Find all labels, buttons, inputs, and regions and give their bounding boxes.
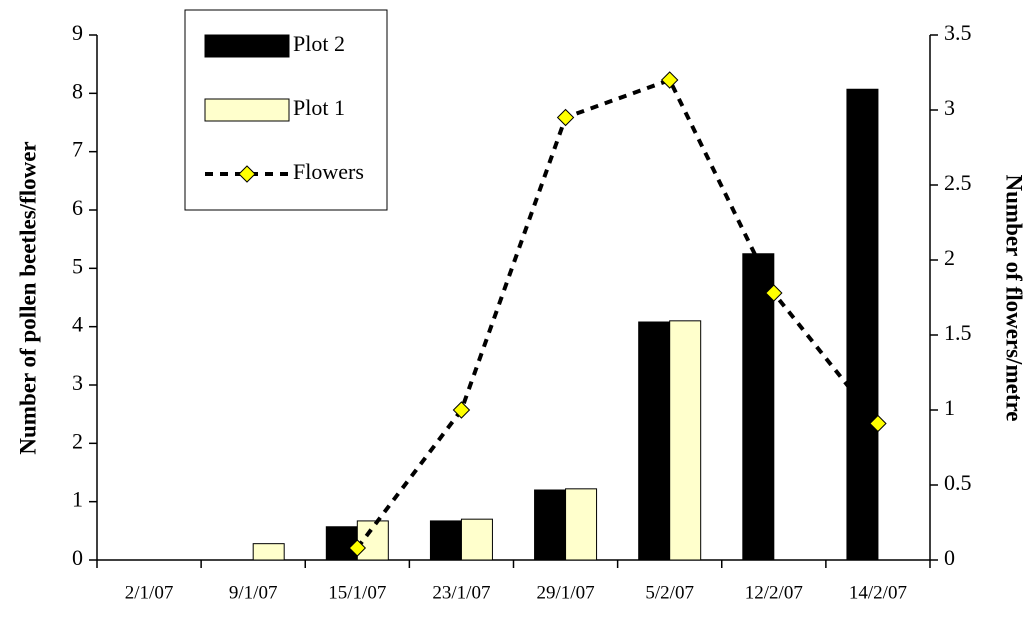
y-axis-title: Number of pollen beetles/flower <box>15 141 40 454</box>
legend-label: Flowers <box>293 159 364 184</box>
y-tick-label: 5 <box>72 253 83 278</box>
legend-swatch <box>204 34 290 58</box>
y-tick-label: 2 <box>72 428 83 453</box>
y-tick-label: 1 <box>72 487 83 512</box>
x-tick-label: 9/1/07 <box>229 582 278 603</box>
y2-tick-label: 0 <box>944 545 955 570</box>
x-tick-label: 2/1/07 <box>125 582 174 603</box>
x-tick-label: 12/2/07 <box>745 582 803 603</box>
bar <box>252 543 285 561</box>
line <box>355 77 880 550</box>
y-tick-label: 6 <box>72 195 83 220</box>
y2-tick-label: 2 <box>944 245 955 270</box>
bar <box>565 488 598 561</box>
y2-tick-label: 3.5 <box>944 20 972 45</box>
y2-axis-title: Number of flowers/metre <box>1002 175 1027 422</box>
marker <box>660 71 679 89</box>
y-tick-label: 7 <box>72 137 83 162</box>
legend-marker <box>238 165 256 183</box>
bar <box>325 526 358 561</box>
x-tick-label: 14/2/07 <box>849 582 907 603</box>
y2-tick-label: 2.5 <box>944 170 972 195</box>
marker <box>556 108 575 127</box>
legend-label: Plot 1 <box>293 95 345 120</box>
y-tick-label: 8 <box>72 78 83 103</box>
marker <box>452 401 471 419</box>
y-tick-label: 4 <box>72 312 83 337</box>
x-tick-label: 5/2/07 <box>645 582 694 603</box>
bar <box>460 518 493 561</box>
x-tick-label: 23/1/07 <box>432 582 490 603</box>
legend-swatch <box>204 98 290 122</box>
x-tick-label: 29/1/07 <box>537 582 595 603</box>
bar <box>669 320 702 561</box>
x-tick-label: 15/1/07 <box>328 582 386 603</box>
y2-tick-label: 0.5 <box>944 470 972 495</box>
bar <box>356 520 389 561</box>
y-tick-label: 9 <box>72 20 83 45</box>
y2-tick-label: 3 <box>944 95 955 120</box>
legend-label: Plot 2 <box>293 31 345 56</box>
marker <box>765 284 783 302</box>
y2-tick-label: 1 <box>944 395 955 420</box>
y-tick-label: 0 <box>72 545 83 570</box>
y-tick-label: 3 <box>72 370 83 395</box>
marker <box>348 539 367 557</box>
bar <box>742 253 775 561</box>
marker <box>869 414 887 433</box>
bar <box>638 321 671 561</box>
y2-tick-label: 1.5 <box>944 320 972 345</box>
bar <box>429 520 462 561</box>
bar <box>846 88 879 561</box>
bar <box>534 489 567 561</box>
